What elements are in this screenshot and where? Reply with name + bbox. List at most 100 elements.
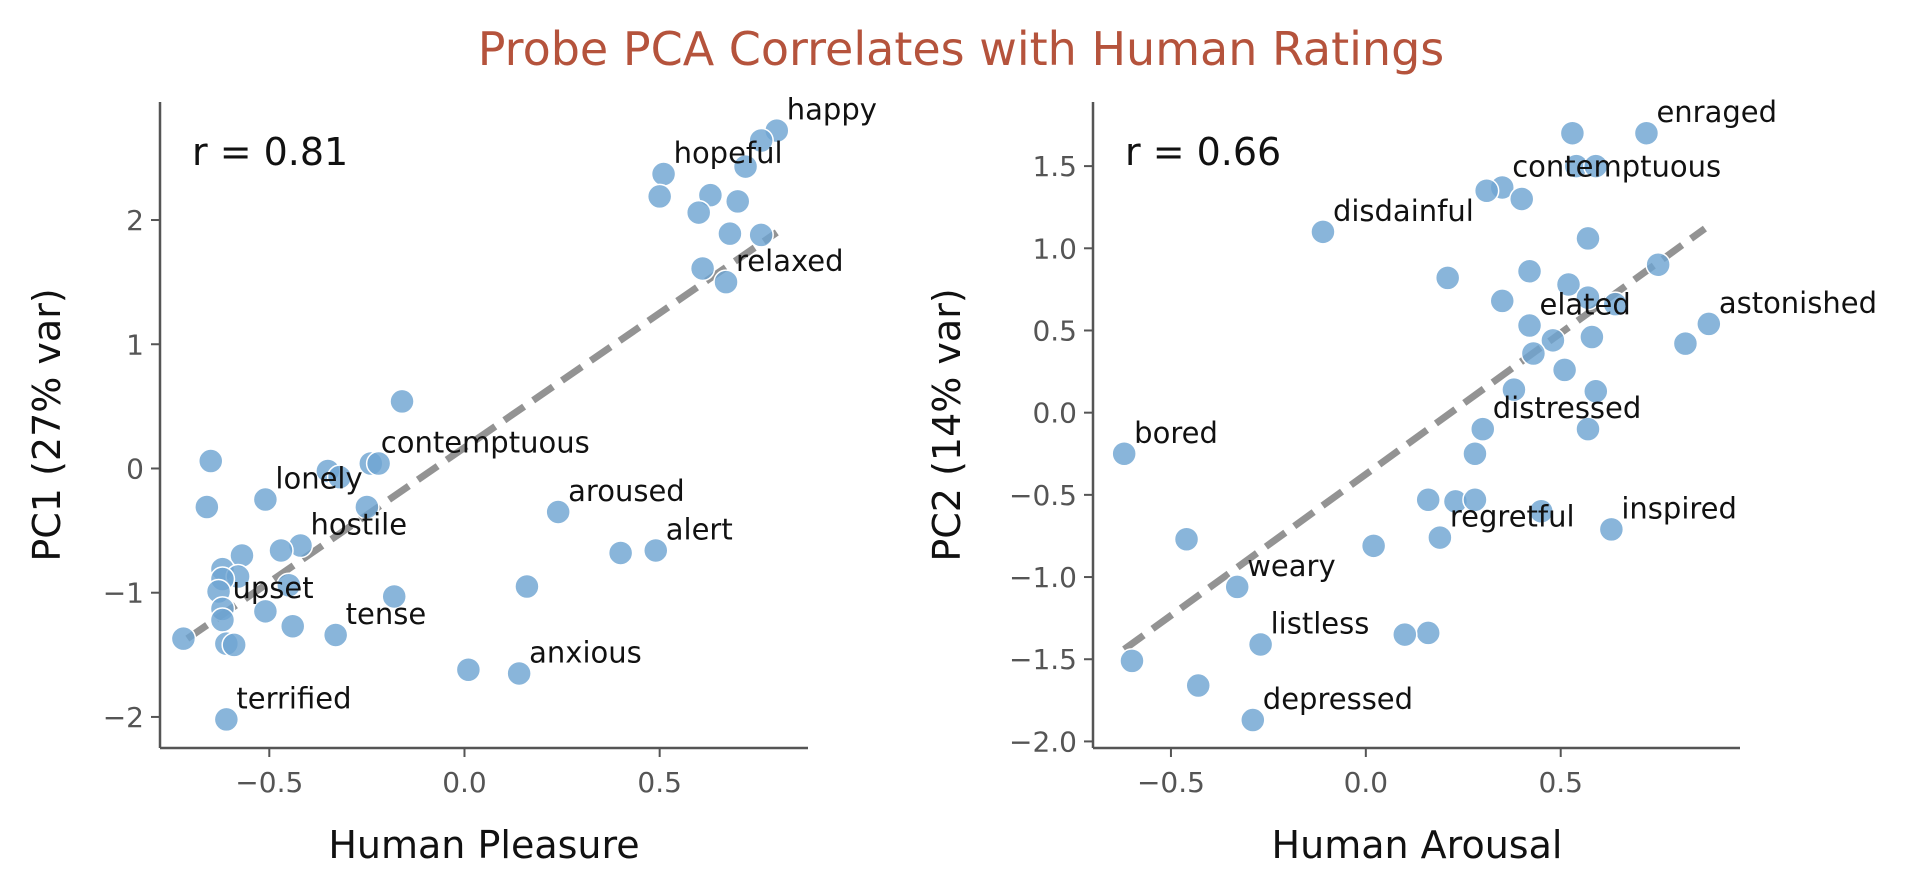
scatter-point (1645, 251, 1671, 278)
scatter-point (1185, 672, 1211, 699)
point-label: elated (1540, 288, 1631, 322)
x-tick-label: −0.5 (235, 766, 303, 799)
scatter-point (1427, 524, 1453, 551)
scatter-point (1575, 225, 1601, 252)
scatter-point (685, 199, 712, 226)
point-labels: enraged contemptuous disdainful astonished e… (1134, 95, 1877, 716)
point-label: listless (1271, 606, 1370, 640)
point-label: enraged (1656, 95, 1777, 129)
point-label: regretful (1450, 500, 1575, 534)
y-tick-label: −0.5 (1009, 479, 1077, 512)
scatter-point (1540, 327, 1566, 354)
scatter-point (1240, 707, 1266, 733)
y-tick-label: −2.0 (1009, 725, 1077, 758)
scatter-point (1579, 324, 1605, 350)
scatter-point (1501, 376, 1527, 403)
scatter-point (689, 255, 716, 282)
scatter-point (607, 540, 634, 566)
scatter-point (650, 161, 677, 187)
scatter-point (732, 153, 759, 180)
point-label: lonely (275, 462, 362, 496)
scatter-point (1555, 271, 1582, 298)
point-label: contemptuous (381, 426, 590, 460)
point-label: relaxed (736, 244, 843, 278)
scatter-point (646, 183, 673, 210)
scatter-point (724, 188, 751, 215)
scatter-point (1528, 498, 1554, 525)
scatter-point (276, 572, 302, 599)
y-tick-label: −1 (103, 577, 144, 610)
scatter-point (1392, 621, 1418, 648)
scatter-point (717, 220, 743, 247)
scatter-point (221, 632, 247, 658)
scatter-point (252, 598, 279, 625)
point-label: hostile (311, 508, 408, 542)
figure-title: Probe PCA Correlates with Human Ratings (478, 22, 1445, 76)
scatter-point (209, 607, 236, 633)
correlation-annotation: r = 0.66 (1125, 130, 1281, 174)
arousal-panel: −0.5 0.0 0.5 −2.0 −1.5 −1.0 −0.5 0.0 0.5 1.0 1.5 e… (925, 95, 1877, 867)
point-label: happy (787, 93, 877, 127)
point-label: inspired (1621, 491, 1737, 525)
y-tick-label: 1.0 (1032, 232, 1077, 265)
scatter-point (1111, 441, 1137, 467)
point-label: anxious (529, 635, 642, 669)
scatter-point (1415, 620, 1441, 646)
scatter-point (365, 450, 392, 477)
scatter-point (643, 537, 669, 564)
point-label: bored (1134, 416, 1218, 450)
scatter-point (1462, 487, 1488, 513)
scatter-point (1583, 378, 1609, 405)
scatter-point (1508, 186, 1535, 212)
scatter-point (389, 388, 415, 415)
scatter-point (1696, 311, 1722, 337)
y-tick-label: −1.5 (1009, 643, 1077, 676)
y-axis-label: PC1 (27% var) (25, 288, 69, 561)
scatter-point (1247, 631, 1274, 658)
point-label: aroused (568, 474, 685, 508)
scatter-point (1583, 153, 1609, 179)
scatter-point (1602, 291, 1629, 317)
scatter-point (506, 660, 532, 687)
y-tick-label: 0 (126, 452, 144, 485)
y-axis-label: PC2 (14% var) (925, 288, 969, 561)
scatter-point (1489, 288, 1515, 314)
scatter-point (354, 494, 380, 520)
scatter-point (1575, 416, 1601, 442)
scatter-point (268, 537, 294, 564)
scatter-point (322, 622, 349, 648)
scatter-point (197, 448, 224, 474)
point-label: terrified (236, 681, 351, 715)
scatter-point (455, 656, 482, 683)
scatter-point (1434, 265, 1461, 291)
x-tick-label: 0.5 (637, 766, 682, 799)
y-tick-label: 2 (126, 204, 144, 237)
x-axis-label: Human Pleasure (328, 823, 639, 867)
scatter-points (1111, 120, 1722, 733)
y-tick-label: −2 (103, 701, 144, 734)
scatter-point (279, 613, 306, 640)
point-label: distressed (1493, 391, 1642, 425)
scatter-point (1551, 357, 1578, 383)
x-axis-label: Human Arousal (1272, 823, 1563, 867)
scatter-point (1470, 416, 1496, 442)
point-label: weary (1247, 549, 1335, 583)
x-tick-label: −0.5 (1137, 766, 1205, 799)
x-tick-label: 0.0 (442, 766, 487, 799)
scatter-point (1415, 487, 1441, 513)
point-label: depressed (1263, 682, 1413, 716)
scatter-point (545, 499, 571, 525)
scatter-point (1575, 284, 1601, 311)
correlation-annotation: r = 0.81 (192, 130, 348, 174)
scatter-point (748, 127, 774, 154)
point-label: hopeful (674, 136, 783, 170)
point-label: tense (346, 597, 427, 631)
scatter-point (381, 583, 407, 610)
scatter-point (1633, 120, 1660, 146)
y-tick-label: 1 (126, 328, 144, 361)
scatter-point (1520, 340, 1547, 367)
scatter-point (748, 222, 774, 248)
